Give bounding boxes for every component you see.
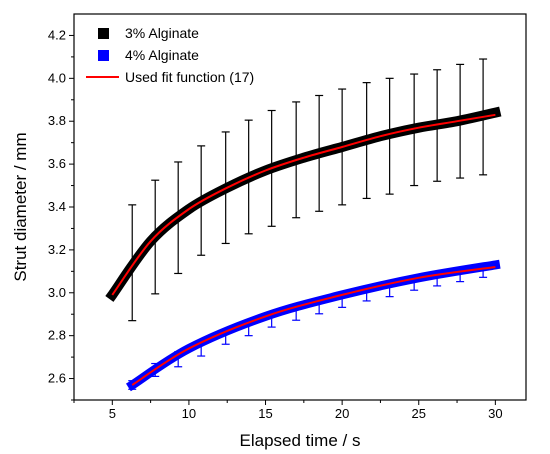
x-tick-label: 5 bbox=[109, 406, 116, 421]
x-tick-label: 15 bbox=[258, 406, 272, 421]
x-axis-title: Elapsed time / s bbox=[240, 431, 361, 450]
y-tick-label: 4.2 bbox=[48, 27, 66, 42]
x-tick-label: 10 bbox=[182, 406, 196, 421]
error-bars bbox=[128, 58, 488, 390]
x-tick-label: 25 bbox=[412, 406, 426, 421]
y-tick-label: 3.2 bbox=[48, 242, 66, 257]
y-tick-label: 3.4 bbox=[48, 199, 66, 214]
y-tick-label: 2.8 bbox=[48, 328, 66, 343]
legend: 3% Alginate 4% Alginate Used fit functio… bbox=[86, 25, 254, 85]
x-tick-label: 20 bbox=[335, 406, 349, 421]
series-layer bbox=[105, 106, 502, 392]
legend-marker-4pct bbox=[98, 50, 109, 61]
y-tick-label: 4.0 bbox=[48, 70, 66, 85]
series-3pct-band bbox=[105, 106, 502, 302]
series-4pct-band bbox=[125, 259, 501, 392]
legend-label-3pct: 3% Alginate bbox=[125, 25, 199, 41]
y-tick-label: 3.0 bbox=[48, 285, 66, 300]
y-tick-label: 3.6 bbox=[48, 156, 66, 171]
y-tick-label: 2.6 bbox=[48, 371, 66, 386]
fit-line-4pct bbox=[131, 266, 496, 386]
y-axis-title: Strut diameter / mm bbox=[11, 132, 30, 281]
x-tick-label: 30 bbox=[488, 406, 502, 421]
fit-line-3pct bbox=[111, 113, 496, 296]
legend-label-fit: Used fit function (17) bbox=[125, 69, 254, 85]
legend-label-4pct: 4% Alginate bbox=[125, 47, 199, 63]
axis-ticks: 5 10 15 20 25 30 2.6 2.8 3.0 3.2 3.4 3.6 3.8 4.0 4.2 bbox=[48, 27, 503, 421]
y-tick-label: 3.8 bbox=[48, 113, 66, 128]
legend-marker-3pct bbox=[98, 28, 109, 39]
